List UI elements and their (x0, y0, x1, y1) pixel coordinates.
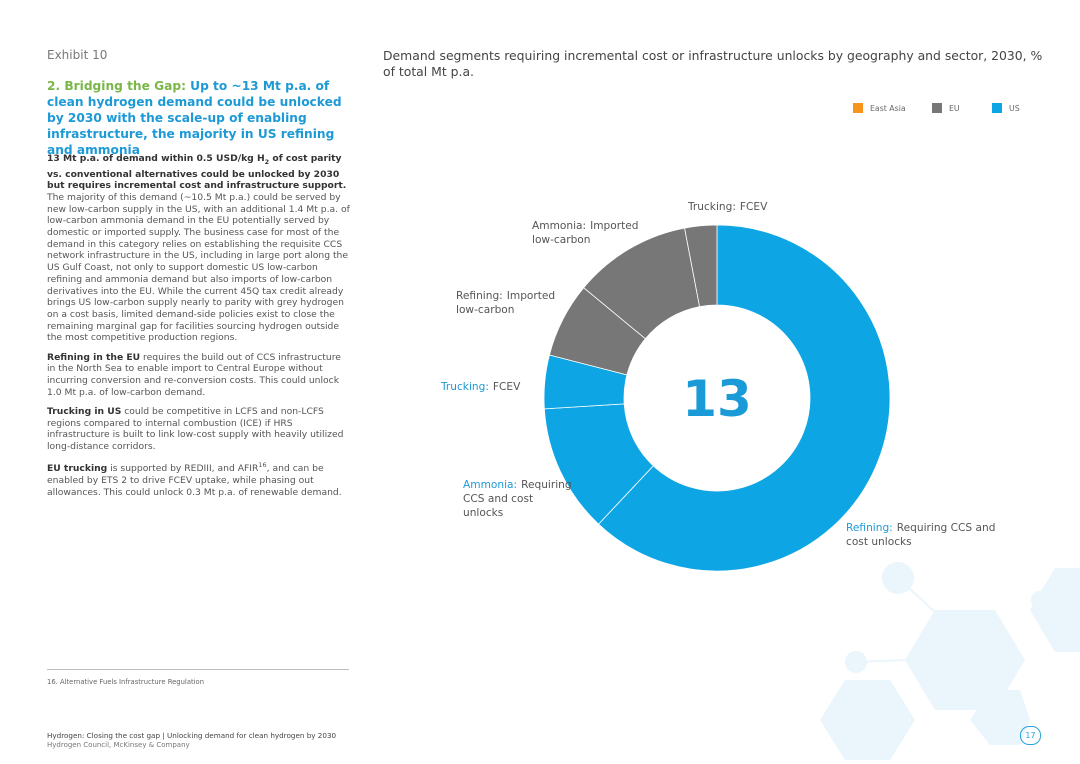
segment-label: Refining: Requiring CCS and cost unlocks (846, 521, 1006, 549)
segment-detail: Imported low-carbon (532, 220, 639, 246)
segment-sector: Refining: (846, 522, 893, 534)
text-run: Refining in the EU (47, 351, 141, 363)
chart-title: Demand segments requiring incremental co… (383, 48, 1043, 79)
legend-swatch (853, 103, 863, 113)
paragraph: 13 Mt p.a. of demand within 0.5 USD/kg H… (47, 153, 351, 344)
footer-source: Hydrogen Council, McKinsey & Company (47, 741, 190, 749)
text-run: EU trucking (47, 463, 108, 475)
text-run: is supported by REDIII, and AFIR (107, 463, 259, 475)
text-run: 2 (264, 157, 270, 166)
text-run: , and can be enabled by ETS 2 to drive F… (47, 463, 342, 498)
segment-sector: Ammonia: (532, 220, 587, 232)
paragraph: Trucking in US could be competitive in L… (47, 406, 351, 453)
body-text: 13 Mt p.a. of demand within 0.5 USD/kg H… (47, 153, 351, 506)
segment-label: Trucking: FCEV (688, 200, 788, 214)
footnote: 16. Alternative Fuels Infrastructure Reg… (47, 678, 205, 686)
legend-item: East Asia (853, 103, 906, 113)
text-run: 16 (258, 461, 267, 470)
segment-detail: Imported low-carbon (456, 290, 556, 316)
page-number: 17 (1020, 726, 1041, 745)
text-run: could be competitive in LCFS and non-LCF… (47, 405, 344, 452)
legend-label: US (1009, 103, 1020, 113)
text-run: The majority of this demand (~10.5 Mt p.… (47, 191, 350, 344)
segment-label: Ammonia: Imported low-carbon (532, 219, 647, 247)
legend-swatch (992, 103, 1002, 113)
text-run: requires the build out of CCS infrastruc… (47, 351, 341, 398)
segment-sector: Trucking: (688, 201, 736, 213)
legend-label: EU (949, 103, 960, 113)
segment-label: Trucking: FCEV (441, 380, 561, 394)
paragraph: EU trucking is supported by REDIII, and … (47, 460, 351, 498)
legend-label: East Asia (870, 103, 906, 113)
donut-segment (598, 224, 891, 572)
footer-title: Hydrogen: Closing the cost gap | Unlocki… (47, 731, 337, 740)
heading-part: 2. Bridging the Gap: (47, 79, 186, 93)
segment-label: Refining: Imported low-carbon (456, 289, 566, 317)
segment-detail: FCEV (492, 381, 521, 393)
heading-part: Up to ~13 Mt p.a. of clean hydrogen dema… (47, 79, 342, 157)
center-label: 13 (682, 370, 752, 428)
heading: 2. Bridging the Gap: Up to ~13 Mt p.a. o… (47, 78, 357, 158)
segment-label: Ammonia: Requiring CCS and cost unlocks (463, 478, 572, 520)
legend-swatch (932, 103, 942, 113)
segment-sector: Trucking: (441, 381, 489, 393)
segment-sector: Ammonia: (463, 479, 518, 491)
text-run: of cost parity vs. conventional alternat… (47, 153, 347, 192)
segment-detail: Requiring CCS and cost unlocks (846, 522, 996, 548)
segment-detail: Requiring CCS and cost unlocks (463, 479, 572, 519)
segment-sector: Refining: (456, 290, 503, 302)
text-run: Trucking in US (47, 405, 122, 417)
legend-item: US (992, 103, 1020, 113)
footnote-rule (47, 669, 349, 670)
exhibit-label: Exhibit 10 (47, 48, 108, 62)
paragraph: Refining in the EU requires the build ou… (47, 352, 351, 399)
donut-segment (684, 224, 718, 308)
segment-detail: FCEV (739, 201, 768, 213)
legend-item: EU (932, 103, 960, 113)
text-run: 13 Mt p.a. of demand within 0.5 USD/kg H (47, 153, 265, 164)
